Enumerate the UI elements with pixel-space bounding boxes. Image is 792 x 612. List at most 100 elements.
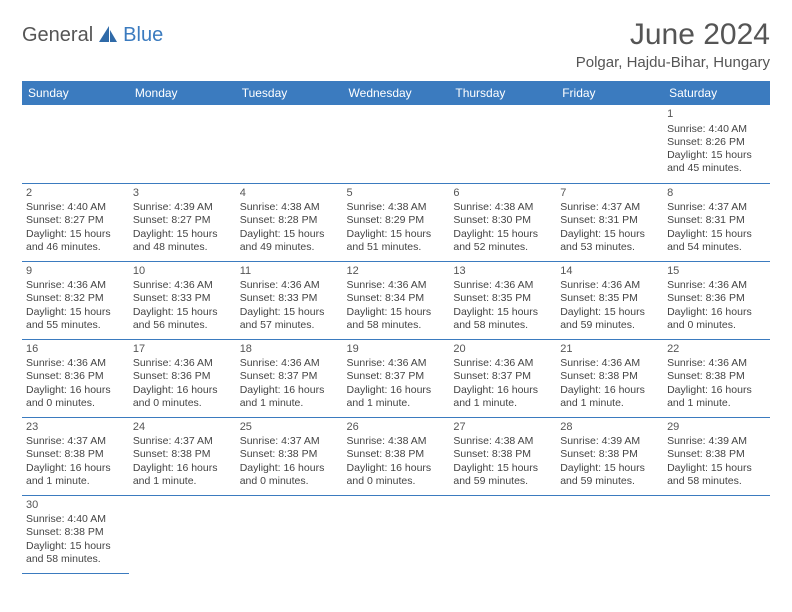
calendar-cell: 25Sunrise: 4:37 AMSunset: 8:38 PMDayligh… — [236, 417, 343, 495]
calendar-cell — [449, 105, 556, 183]
sunrise-line: Sunrise: 4:40 AM — [667, 123, 766, 136]
day-number: 4 — [240, 187, 339, 201]
calendar-cell: 9Sunrise: 4:36 AMSunset: 8:32 PMDaylight… — [22, 261, 129, 339]
calendar-cell: 20Sunrise: 4:36 AMSunset: 8:37 PMDayligh… — [449, 339, 556, 417]
page-title: June 2024 — [576, 18, 770, 52]
day-number: 22 — [667, 343, 766, 357]
sunrise-line: Sunrise: 4:39 AM — [133, 201, 232, 214]
daylight-line: Daylight: 16 hours and 1 minute. — [240, 384, 339, 410]
daylight-line: Daylight: 16 hours and 0 minutes. — [667, 306, 766, 332]
sunset-line: Sunset: 8:37 PM — [240, 370, 339, 383]
sunrise-line: Sunrise: 4:36 AM — [26, 357, 125, 370]
day-number: 13 — [453, 265, 552, 279]
sunrise-line: Sunrise: 4:37 AM — [560, 201, 659, 214]
day-number: 14 — [560, 265, 659, 279]
logo-text-blue: Blue — [123, 24, 163, 47]
sunrise-line: Sunrise: 4:36 AM — [560, 279, 659, 292]
calendar-cell — [556, 495, 663, 573]
sunset-line: Sunset: 8:33 PM — [133, 292, 232, 305]
calendar-cell — [236, 495, 343, 573]
sunset-line: Sunset: 8:36 PM — [26, 370, 125, 383]
calendar-cell: 22Sunrise: 4:36 AMSunset: 8:38 PMDayligh… — [663, 339, 770, 417]
sunset-line: Sunset: 8:38 PM — [667, 370, 766, 383]
sunrise-line: Sunrise: 4:40 AM — [26, 201, 125, 214]
calendar-cell: 14Sunrise: 4:36 AMSunset: 8:35 PMDayligh… — [556, 261, 663, 339]
sunset-line: Sunset: 8:34 PM — [347, 292, 446, 305]
daylight-line: Daylight: 15 hours and 56 minutes. — [133, 306, 232, 332]
calendar-cell — [22, 105, 129, 183]
day-number: 30 — [26, 499, 125, 513]
daylight-line: Daylight: 15 hours and 58 minutes. — [347, 306, 446, 332]
sunrise-line: Sunrise: 4:38 AM — [453, 201, 552, 214]
calendar-cell: 15Sunrise: 4:36 AMSunset: 8:36 PMDayligh… — [663, 261, 770, 339]
sunset-line: Sunset: 8:32 PM — [26, 292, 125, 305]
calendar-cell: 1Sunrise: 4:40 AMSunset: 8:26 PMDaylight… — [663, 105, 770, 183]
calendar-row: 30Sunrise: 4:40 AMSunset: 8:38 PMDayligh… — [22, 495, 770, 573]
daylight-line: Daylight: 15 hours and 58 minutes. — [667, 462, 766, 488]
daylight-line: Daylight: 16 hours and 0 minutes. — [347, 462, 446, 488]
calendar-cell: 16Sunrise: 4:36 AMSunset: 8:36 PMDayligh… — [22, 339, 129, 417]
daylight-line: Daylight: 15 hours and 55 minutes. — [26, 306, 125, 332]
sunset-line: Sunset: 8:29 PM — [347, 214, 446, 227]
calendar-cell — [129, 105, 236, 183]
weekday-header: Sunday — [22, 81, 129, 105]
day-number: 21 — [560, 343, 659, 357]
day-number: 10 — [133, 265, 232, 279]
sunset-line: Sunset: 8:33 PM — [240, 292, 339, 305]
sunset-line: Sunset: 8:36 PM — [133, 370, 232, 383]
daylight-line: Daylight: 15 hours and 59 minutes. — [453, 462, 552, 488]
day-number: 3 — [133, 187, 232, 201]
sunrise-line: Sunrise: 4:38 AM — [240, 201, 339, 214]
daylight-line: Daylight: 16 hours and 1 minute. — [560, 384, 659, 410]
sunset-line: Sunset: 8:38 PM — [240, 448, 339, 461]
calendar-row: 1Sunrise: 4:40 AMSunset: 8:26 PMDaylight… — [22, 105, 770, 183]
calendar-cell: 21Sunrise: 4:36 AMSunset: 8:38 PMDayligh… — [556, 339, 663, 417]
calendar-cell: 12Sunrise: 4:36 AMSunset: 8:34 PMDayligh… — [343, 261, 450, 339]
daylight-line: Daylight: 16 hours and 0 minutes. — [240, 462, 339, 488]
calendar-cell: 23Sunrise: 4:37 AMSunset: 8:38 PMDayligh… — [22, 417, 129, 495]
calendar-cell: 5Sunrise: 4:38 AMSunset: 8:29 PMDaylight… — [343, 183, 450, 261]
daylight-line: Daylight: 15 hours and 45 minutes. — [667, 149, 766, 175]
calendar-table: SundayMondayTuesdayWednesdayThursdayFrid… — [22, 81, 770, 574]
day-number: 27 — [453, 421, 552, 435]
sunset-line: Sunset: 8:27 PM — [133, 214, 232, 227]
calendar-row: 9Sunrise: 4:36 AMSunset: 8:32 PMDaylight… — [22, 261, 770, 339]
sunrise-line: Sunrise: 4:36 AM — [133, 357, 232, 370]
logo: General Blue — [22, 24, 163, 47]
calendar-cell: 24Sunrise: 4:37 AMSunset: 8:38 PMDayligh… — [129, 417, 236, 495]
sunset-line: Sunset: 8:31 PM — [560, 214, 659, 227]
sunrise-line: Sunrise: 4:36 AM — [347, 279, 446, 292]
day-number: 11 — [240, 265, 339, 279]
calendar-cell: 18Sunrise: 4:36 AMSunset: 8:37 PMDayligh… — [236, 339, 343, 417]
day-number: 1 — [667, 108, 766, 122]
sunset-line: Sunset: 8:28 PM — [240, 214, 339, 227]
day-number: 26 — [347, 421, 446, 435]
daylight-line: Daylight: 15 hours and 59 minutes. — [560, 462, 659, 488]
sunset-line: Sunset: 8:38 PM — [560, 448, 659, 461]
day-number: 18 — [240, 343, 339, 357]
sunrise-line: Sunrise: 4:39 AM — [667, 435, 766, 448]
sunset-line: Sunset: 8:26 PM — [667, 136, 766, 149]
calendar-row: 23Sunrise: 4:37 AMSunset: 8:38 PMDayligh… — [22, 417, 770, 495]
day-number: 15 — [667, 265, 766, 279]
day-number: 19 — [347, 343, 446, 357]
day-number: 20 — [453, 343, 552, 357]
sunrise-line: Sunrise: 4:36 AM — [667, 357, 766, 370]
weekday-header: Friday — [556, 81, 663, 105]
sunrise-line: Sunrise: 4:39 AM — [560, 435, 659, 448]
calendar-cell — [236, 105, 343, 183]
weekday-header: Thursday — [449, 81, 556, 105]
daylight-line: Daylight: 16 hours and 0 minutes. — [26, 384, 125, 410]
sunset-line: Sunset: 8:27 PM — [26, 214, 125, 227]
calendar-cell — [449, 495, 556, 573]
sunset-line: Sunset: 8:38 PM — [560, 370, 659, 383]
sunset-line: Sunset: 8:38 PM — [133, 448, 232, 461]
sunrise-line: Sunrise: 4:36 AM — [240, 357, 339, 370]
daylight-line: Daylight: 16 hours and 1 minute. — [347, 384, 446, 410]
daylight-line: Daylight: 15 hours and 49 minutes. — [240, 228, 339, 254]
sunrise-line: Sunrise: 4:36 AM — [347, 357, 446, 370]
calendar-cell: 11Sunrise: 4:36 AMSunset: 8:33 PMDayligh… — [236, 261, 343, 339]
daylight-line: Daylight: 16 hours and 1 minute. — [133, 462, 232, 488]
sunrise-line: Sunrise: 4:36 AM — [240, 279, 339, 292]
sunrise-line: Sunrise: 4:36 AM — [560, 357, 659, 370]
